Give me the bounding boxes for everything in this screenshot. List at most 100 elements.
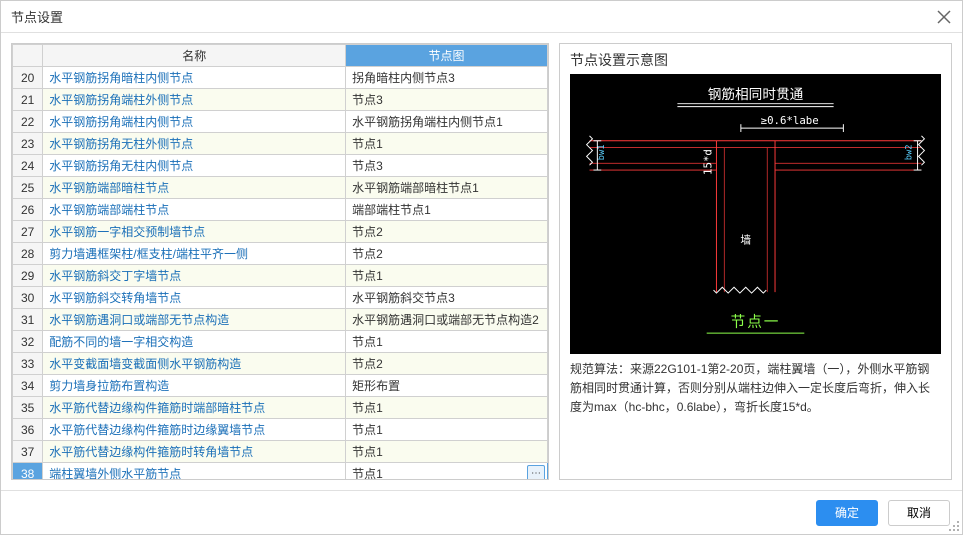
table-row[interactable]: 24 水平钢筋拐角无柱内侧节点 节点3 bbox=[13, 155, 548, 177]
resize-grip[interactable] bbox=[948, 520, 960, 532]
table-row[interactable]: 35水平筋代替边缘构件箍筋时端部暗柱节点节点1 bbox=[13, 397, 548, 419]
row-number: 28 bbox=[13, 243, 43, 265]
row-number: 36 bbox=[13, 419, 43, 441]
row-nodepic-cell[interactable]: 水平钢筋斜交节点3 bbox=[346, 287, 548, 309]
diagram-bottom-label: 节点一 bbox=[731, 313, 781, 330]
table-row[interactable]: 34剪力墙身拉筋布置构造矩形布置 bbox=[13, 375, 548, 397]
row-nodepic-cell[interactable]: 节点1⋯ bbox=[346, 463, 548, 481]
row-name-link[interactable]: 水平钢筋拐角无柱内侧节点 bbox=[49, 159, 193, 173]
diagram-side-left: bw1 bbox=[597, 144, 607, 160]
row-nodepic-cell[interactable]: 节点1 bbox=[346, 419, 548, 441]
row-nodepic-cell[interactable]: 拐角暗柱内侧节点3 bbox=[346, 67, 548, 89]
table-row[interactable]: 28 剪力墙遇框架柱/框支柱/端柱平齐一侧 节点2 bbox=[13, 243, 548, 265]
close-button[interactable] bbox=[934, 7, 954, 27]
row-name-cell[interactable]: 水平钢筋遇洞口或端部无节点构造 bbox=[43, 309, 346, 331]
row-name-cell[interactable]: 水平钢筋拐角暗柱内侧节点 bbox=[43, 67, 346, 89]
row-name-link[interactable]: 水平钢筋拐角端柱外侧节点 bbox=[49, 93, 193, 107]
row-name-link[interactable]: 水平钢筋端部端柱节点 bbox=[49, 203, 169, 217]
row-nodepic-cell[interactable]: 节点3 bbox=[346, 89, 548, 111]
table-row[interactable]: 20水平钢筋拐角暗柱内侧节点拐角暗柱内侧节点3 bbox=[13, 67, 548, 89]
row-name-cell[interactable]: 水平钢筋一字相交预制墙节点 bbox=[43, 221, 346, 243]
table-row[interactable]: 23水平钢筋拐角无柱外侧节点节点1 bbox=[13, 133, 548, 155]
header-name[interactable]: 名称 bbox=[43, 45, 346, 67]
row-name-cell[interactable]: 水平钢筋斜交转角墙节点 bbox=[43, 287, 346, 309]
row-nodepic-cell[interactable]: 节点1 bbox=[346, 265, 548, 287]
cell-ellipsis-button[interactable]: ⋯ bbox=[527, 465, 545, 480]
row-name-link[interactable]: 水平钢筋拐角暗柱内侧节点 bbox=[49, 71, 193, 85]
table-row[interactable]: 32配筋不同的墙一字相交构造节点1 bbox=[13, 331, 548, 353]
row-name-link[interactable]: 剪力墙遇框架柱/框支柱/端柱平齐一侧 bbox=[49, 247, 248, 261]
row-nodepic-cell[interactable]: 节点2 bbox=[346, 353, 548, 375]
row-nodepic-cell[interactable]: 端部端柱节点1 bbox=[346, 199, 548, 221]
row-name-link[interactable]: 水平筋代替边缘构件箍筋时端部暗柱节点 bbox=[49, 401, 265, 415]
dialog-header: 节点设置 bbox=[1, 1, 962, 33]
row-nodepic-cell[interactable]: 节点2 bbox=[346, 243, 548, 265]
table-row[interactable]: 22 水平钢筋拐角端柱内侧节点 水平钢筋拐角端柱内侧节点1 bbox=[13, 111, 548, 133]
row-name-cell[interactable]: 水平钢筋端部端柱节点 bbox=[43, 199, 346, 221]
row-number: 31 bbox=[13, 309, 43, 331]
header-nodepic[interactable]: 节点图 bbox=[346, 45, 548, 67]
cancel-button[interactable]: 取消 bbox=[888, 500, 950, 526]
row-name-cell[interactable]: 水平钢筋拐角端柱内侧节点 bbox=[43, 111, 346, 133]
diagram-top-label: 钢筋相同时贯通 bbox=[708, 86, 804, 103]
row-name-link[interactable]: 水平钢筋拐角无柱外侧节点 bbox=[49, 137, 193, 151]
row-name-cell[interactable]: 水平筋代替边缘构件箍筋时端部暗柱节点 bbox=[43, 397, 346, 419]
row-nodepic-cell[interactable]: 水平钢筋端部暗柱节点1 bbox=[346, 177, 548, 199]
row-name-link[interactable]: 剪力墙身拉筋布置构造 bbox=[49, 379, 169, 393]
row-nodepic-cell[interactable]: 水平钢筋拐角端柱内侧节点1 bbox=[346, 111, 548, 133]
row-nodepic-cell[interactable]: 节点3 bbox=[346, 155, 548, 177]
node-table-container[interactable]: 名称 节点图 20水平钢筋拐角暗柱内侧节点拐角暗柱内侧节点321水平钢筋拐角端柱… bbox=[11, 43, 549, 480]
row-number: 33 bbox=[13, 353, 43, 375]
row-name-link[interactable]: 水平筋代替边缘构件箍筋时边缘翼墙节点 bbox=[49, 423, 265, 437]
row-name-link[interactable]: 水平钢筋遇洞口或端部无节点构造 bbox=[49, 313, 229, 327]
row-number: 24 bbox=[13, 155, 43, 177]
row-name-cell[interactable]: 水平筋代替边缘构件箍筋时边缘翼墙节点 bbox=[43, 419, 346, 441]
row-name-link[interactable]: 水平钢筋斜交丁字墙节点 bbox=[49, 269, 181, 283]
row-name-link[interactable]: 水平筋代替边缘构件箍筋时转角墙节点 bbox=[49, 445, 253, 459]
row-name-cell[interactable]: 水平钢筋斜交丁字墙节点 bbox=[43, 265, 346, 287]
preview-description: 规范算法：来源22G101-1第2-20页，端柱翼墙（一），外侧水平筋钢筋相同时… bbox=[570, 360, 941, 418]
row-name-cell[interactable]: 水平钢筋端部暗柱节点 bbox=[43, 177, 346, 199]
row-name-cell[interactable]: 水平钢筋拐角无柱内侧节点 bbox=[43, 155, 346, 177]
row-nodepic-cell[interactable]: 节点1 bbox=[346, 133, 548, 155]
row-name-cell[interactable]: 端柱翼墙外侧水平筋节点 bbox=[43, 463, 346, 481]
table-row[interactable]: 33 水平变截面墙变截面侧水平钢筋构造 节点2 bbox=[13, 353, 548, 375]
ok-button[interactable]: 确定 bbox=[816, 500, 878, 526]
row-nodepic-cell[interactable]: 矩形布置 bbox=[346, 375, 548, 397]
left-panel: 名称 节点图 20水平钢筋拐角暗柱内侧节点拐角暗柱内侧节点321水平钢筋拐角端柱… bbox=[11, 43, 549, 480]
row-name-cell[interactable]: 配筋不同的墙一字相交构造 bbox=[43, 331, 346, 353]
row-name-cell[interactable]: 水平变截面墙变截面侧水平钢筋构造 bbox=[43, 353, 346, 375]
node-table: 名称 节点图 20水平钢筋拐角暗柱内侧节点拐角暗柱内侧节点321水平钢筋拐角端柱… bbox=[12, 44, 548, 480]
row-nodepic-cell[interactable]: 节点2 bbox=[346, 221, 548, 243]
table-row[interactable]: 38端柱翼墙外侧水平筋节点节点1⋯ bbox=[13, 463, 548, 481]
table-row[interactable]: 30水平钢筋斜交转角墙节点水平钢筋斜交节点3 bbox=[13, 287, 548, 309]
row-name-cell[interactable]: 剪力墙身拉筋布置构造 bbox=[43, 375, 346, 397]
row-name-link[interactable]: 水平钢筋斜交转角墙节点 bbox=[49, 291, 181, 305]
row-name-cell[interactable]: 水平筋代替边缘构件箍筋时转角墙节点 bbox=[43, 441, 346, 463]
row-name-cell[interactable]: 剪力墙遇框架柱/框支柱/端柱平齐一侧 bbox=[43, 243, 346, 265]
row-name-cell[interactable]: 水平钢筋拐角无柱外侧节点 bbox=[43, 133, 346, 155]
row-number: 29 bbox=[13, 265, 43, 287]
row-name-link[interactable]: 配筋不同的墙一字相交构造 bbox=[49, 335, 193, 349]
table-row[interactable]: 21 水平钢筋拐角端柱外侧节点 节点3 bbox=[13, 89, 548, 111]
row-name-link[interactable]: 水平钢筋端部暗柱节点 bbox=[49, 181, 169, 195]
table-row[interactable]: 25水平钢筋端部暗柱节点水平钢筋端部暗柱节点1 bbox=[13, 177, 548, 199]
row-nodepic-cell[interactable]: 节点1 bbox=[346, 331, 548, 353]
row-name-cell[interactable]: 水平钢筋拐角端柱外侧节点 bbox=[43, 89, 346, 111]
table-row[interactable]: 36 水平筋代替边缘构件箍筋时边缘翼墙节点 节点1 bbox=[13, 419, 548, 441]
row-nodepic-cell[interactable]: 水平钢筋遇洞口或端部无节点构造2 bbox=[346, 309, 548, 331]
table-row[interactable]: 26 水平钢筋端部端柱节点 端部端柱节点1 bbox=[13, 199, 548, 221]
row-number: 22 bbox=[13, 111, 43, 133]
row-name-link[interactable]: 水平钢筋拐角端柱内侧节点 bbox=[49, 115, 193, 129]
table-row[interactable]: 29 水平钢筋斜交丁字墙节点 节点1 bbox=[13, 265, 548, 287]
row-nodepic-cell[interactable]: 节点1 bbox=[346, 441, 548, 463]
row-name-link[interactable]: 水平变截面墙变截面侧水平钢筋构造 bbox=[49, 357, 241, 371]
row-name-link[interactable]: 端柱翼墙外侧水平筋节点 bbox=[49, 467, 181, 480]
table-row[interactable]: 37水平筋代替边缘构件箍筋时转角墙节点节点1 bbox=[13, 441, 548, 463]
row-number: 21 bbox=[13, 89, 43, 111]
row-name-link[interactable]: 水平钢筋一字相交预制墙节点 bbox=[49, 225, 205, 239]
table-row[interactable]: 27水平钢筋一字相交预制墙节点节点2 bbox=[13, 221, 548, 243]
row-number: 26 bbox=[13, 199, 43, 221]
table-row[interactable]: 31 水平钢筋遇洞口或端部无节点构造 水平钢筋遇洞口或端部无节点构造2 bbox=[13, 309, 548, 331]
row-nodepic-cell[interactable]: 节点1 bbox=[346, 397, 548, 419]
